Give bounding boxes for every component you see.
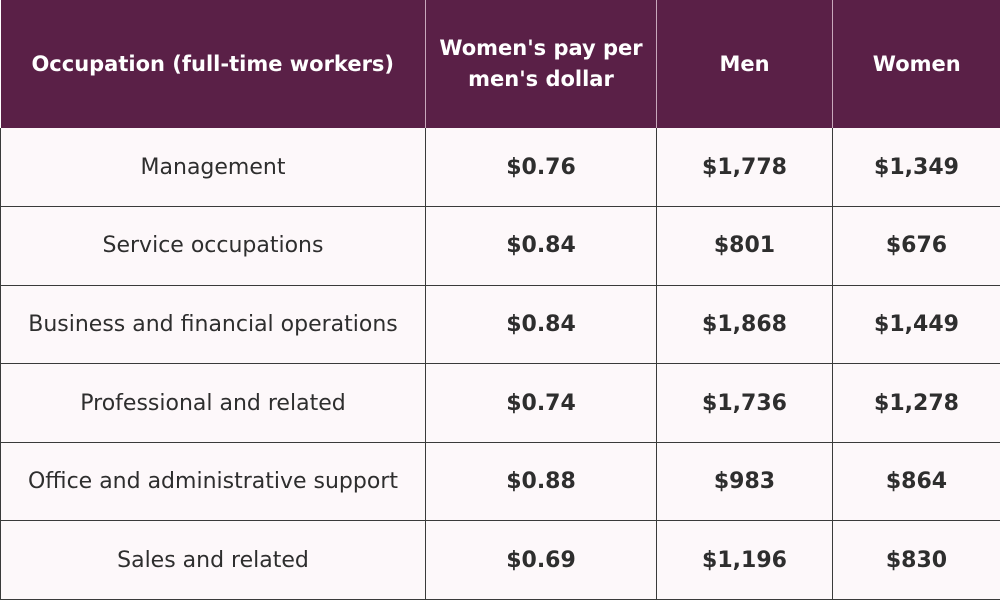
occupation-cell: Sales and related (0, 520, 426, 600)
pay-ratio-cell: $0.84 (425, 284, 657, 365)
table-header: Occupation (full-time workers) Women's p… (0, 0, 1000, 128)
table-row: Sales and related $0.69 $1,196 $830 (0, 520, 1000, 600)
women-cell: $864 (832, 441, 1000, 522)
pay-ratio-cell: $0.88 (425, 441, 657, 522)
occupation-cell: Office and administrative support (0, 441, 426, 522)
header-men: Men (656, 0, 833, 128)
men-cell: $1,778 (656, 128, 833, 208)
header-women: Women (832, 0, 1000, 128)
occupation-cell: Business and financial operations (0, 284, 426, 365)
men-cell: $983 (656, 441, 833, 522)
table-body: Management $0.76 $1,778 $1,349 Service occup… (0, 128, 1000, 600)
table-row: Service occupations $0.84 $801 $676 (0, 206, 1000, 286)
occupation-cell: Professional and related (0, 363, 426, 443)
table-row: Management $0.76 $1,778 $1,349 (0, 128, 1000, 208)
men-cell: $1,196 (656, 520, 833, 600)
women-cell: $1,278 (832, 363, 1000, 443)
women-cell: $1,449 (832, 284, 1000, 365)
women-cell: $830 (832, 520, 1000, 600)
men-cell: $801 (656, 206, 833, 286)
women-cell: $1,349 (832, 128, 1000, 208)
header-pay-ratio: Women's pay per men's dollar (425, 0, 657, 128)
pay-ratio-cell: $0.74 (425, 363, 657, 443)
pay-ratio-cell: $0.84 (425, 206, 657, 286)
men-cell: $1,868 (656, 284, 833, 365)
pay-ratio-cell: $0.76 (425, 128, 657, 208)
occupation-cell: Service occupations (0, 206, 426, 286)
women-cell: $676 (832, 206, 1000, 286)
header-occupation: Occupation (full-time workers) (0, 0, 426, 128)
header-row: Occupation (full-time workers) Women's p… (0, 0, 1000, 128)
table-row: Business and financial operations $0.84 $1… (0, 284, 1000, 365)
pay-ratio-cell: $0.69 (425, 520, 657, 600)
occupation-cell: Management (0, 128, 426, 208)
table-row: Professional and related $0.74 $1,736 $1,27… (0, 363, 1000, 443)
table-row: Office and administrative support $0.88 $9… (0, 441, 1000, 522)
men-cell: $1,736 (656, 363, 833, 443)
